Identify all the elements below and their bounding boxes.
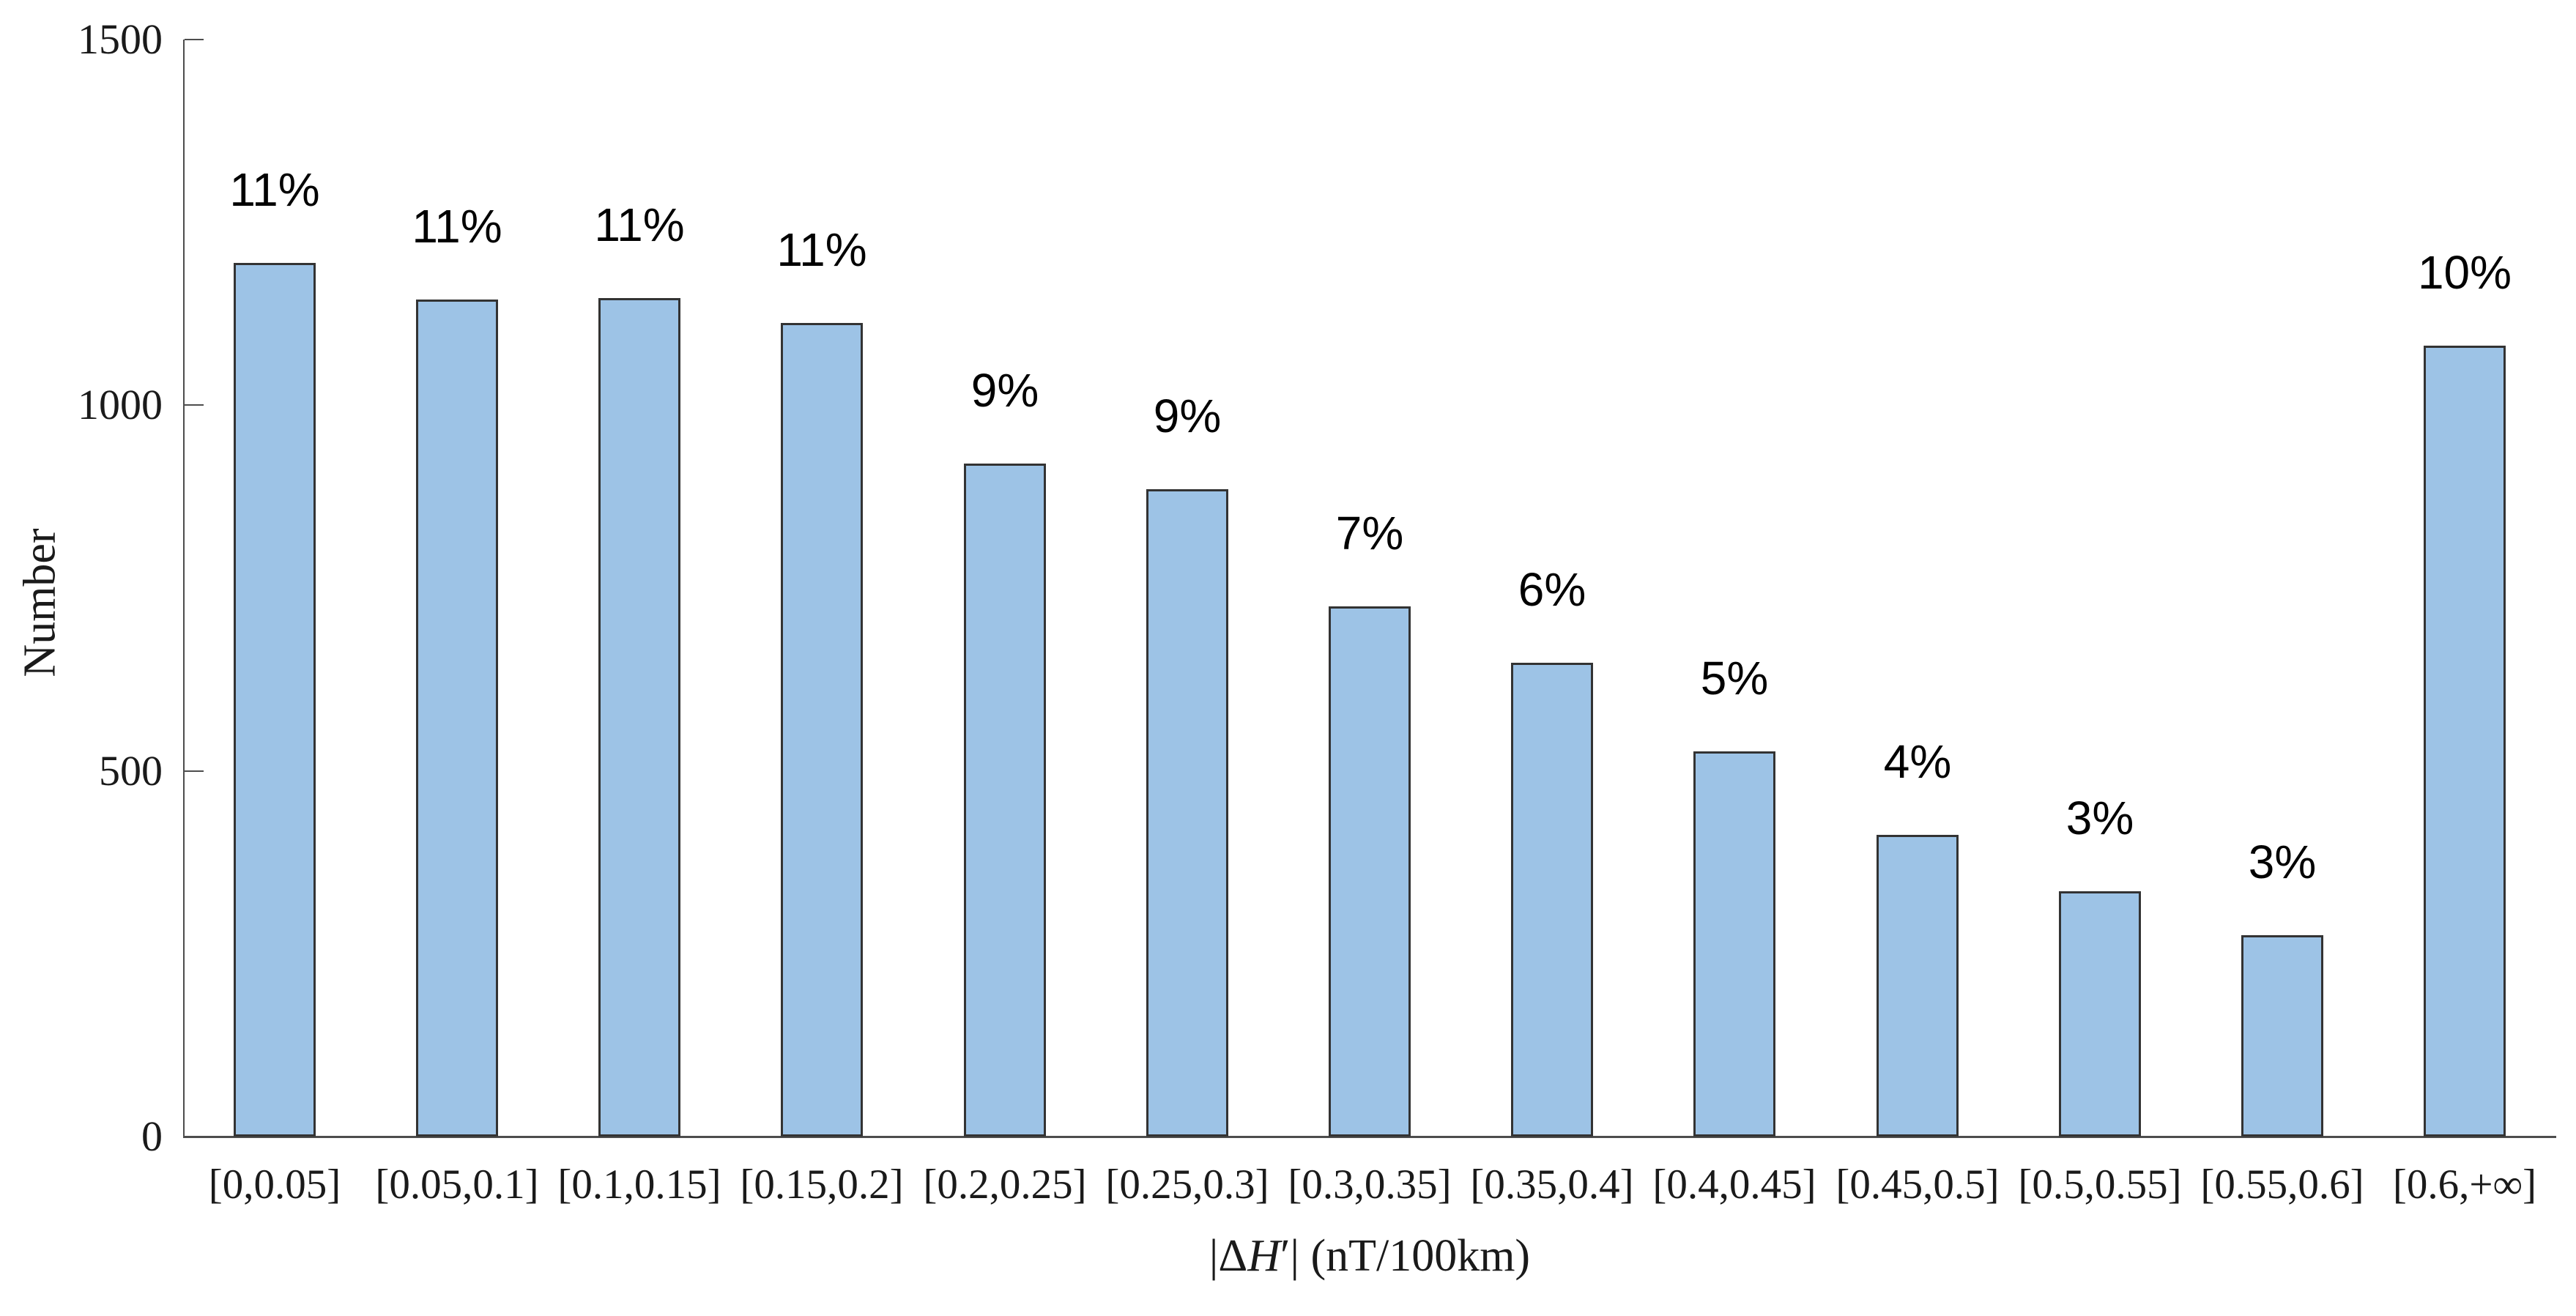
bar-percentage-label: 9% <box>1153 390 1222 442</box>
y-tick-mark <box>185 770 204 772</box>
bar <box>1877 835 1959 1137</box>
y-tick-label: 0 <box>141 1112 163 1160</box>
x-tick-label: [0.2,0.25] <box>923 1161 1087 1208</box>
bar-percentage-label: 6% <box>1518 563 1586 616</box>
bar <box>964 464 1046 1137</box>
bar-percentage-label: 3% <box>2065 792 2134 844</box>
bar-percentage-label: 9% <box>970 364 1039 417</box>
x-axis-title-variable: H <box>1247 1231 1280 1281</box>
bar <box>1329 606 1411 1137</box>
bar-percentage-label: 4% <box>1883 735 1952 788</box>
bar <box>1511 663 1593 1137</box>
bar-percentage-label: 11% <box>229 163 320 216</box>
x-tick-label: [0.55,0.6] <box>2200 1161 2364 1208</box>
x-axis-line <box>183 1136 2556 1138</box>
bar-percentage-label: 11% <box>776 223 867 276</box>
bar-percentage-label: 5% <box>1700 652 1769 705</box>
x-tick-label: [0.45,0.5] <box>1836 1161 2000 1208</box>
y-tick-mark <box>185 1136 204 1137</box>
x-axis-title-post: ′| (nT/100km) <box>1280 1231 1531 1281</box>
x-tick-label: [0.15,0.2] <box>740 1161 904 1208</box>
y-tick-label: 1500 <box>78 15 163 63</box>
y-tick-mark <box>185 404 204 406</box>
bar <box>2241 935 2323 1137</box>
x-tick-label: [0.1,0.15] <box>557 1161 721 1208</box>
bar-percentage-label: 11% <box>594 198 685 251</box>
x-axis-title: |ΔH′| (nT/100km) <box>1209 1230 1530 1282</box>
x-tick-label: [0.6,+∞] <box>2392 1161 2537 1208</box>
bar <box>2424 346 2506 1137</box>
x-tick-label: [0.05,0.1] <box>375 1161 539 1208</box>
x-axis-title-pre: |Δ <box>1209 1231 1248 1281</box>
bar <box>1693 751 1775 1137</box>
bar <box>1146 489 1228 1137</box>
y-tick-label: 1000 <box>78 381 163 428</box>
y-tick-label: 500 <box>99 747 163 795</box>
x-tick-label: [0.5,0.55] <box>2018 1161 2182 1208</box>
bar-percentage-label: 3% <box>2248 836 2317 888</box>
bar-percentage-label: 7% <box>1335 507 1404 560</box>
bar <box>598 298 680 1137</box>
y-axis-line <box>183 40 185 1137</box>
x-tick-label: [0.3,0.35] <box>1288 1161 1452 1208</box>
x-tick-label: [0.25,0.3] <box>1105 1161 1269 1208</box>
y-tick-mark <box>185 39 204 40</box>
bar <box>2059 891 2141 1137</box>
x-tick-label: [0.4,0.45] <box>1652 1161 1816 1208</box>
y-axis-title: Number <box>15 528 65 677</box>
bar <box>416 300 498 1137</box>
bar-percentage-label: 10% <box>2417 246 2512 299</box>
x-tick-label: [0,0.05] <box>208 1161 341 1208</box>
bar-percentage-label: 11% <box>412 200 502 253</box>
x-tick-label: [0.35,0.4] <box>1470 1161 1634 1208</box>
bar <box>234 263 316 1137</box>
bar <box>781 323 863 1137</box>
